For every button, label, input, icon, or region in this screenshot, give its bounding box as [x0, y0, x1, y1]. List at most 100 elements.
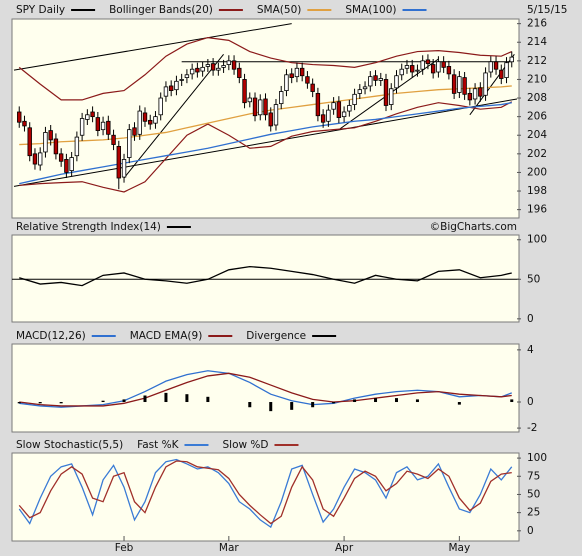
x-tick-label: Feb [115, 542, 134, 554]
candle-body [168, 85, 174, 92]
bar [332, 402, 336, 404]
y-tick-label: 100 [527, 234, 547, 246]
candle-body [310, 83, 315, 92]
candle-body [326, 109, 331, 122]
candle-body [430, 64, 436, 74]
y-tick-label: 206 [527, 111, 547, 123]
y-tick-label: 210 [527, 73, 547, 85]
candle-body [347, 105, 352, 112]
candle-body [415, 69, 420, 72]
bar [143, 395, 147, 403]
candle-body [362, 86, 368, 90]
bar [457, 402, 461, 405]
bar [290, 402, 294, 410]
candle-body [493, 61, 499, 70]
candle-body [299, 67, 305, 77]
legend-label: Relative Strength Index(14) [16, 221, 161, 233]
candle-body [488, 61, 494, 73]
candle-body [43, 132, 48, 153]
candle-body [58, 153, 64, 162]
y-tick-label: 50 [527, 488, 540, 500]
y-tick-label: 0 [527, 313, 534, 325]
candle-body [132, 127, 137, 136]
bar [353, 399, 357, 403]
line [19, 372, 512, 407]
candle-body [95, 117, 101, 131]
candle-body [289, 73, 294, 78]
candle-body [305, 76, 310, 84]
bar [59, 402, 63, 404]
y-tick-label: 202 [527, 148, 547, 160]
candle-body [184, 74, 190, 78]
y-tick-label: 75 [527, 470, 540, 482]
legend-label: SMA(50) [257, 4, 301, 16]
x-tick-label: Mar [219, 542, 239, 554]
bar [38, 402, 42, 404]
y-tick-label: 0 [527, 525, 534, 537]
candle-body [216, 67, 221, 71]
bar [374, 398, 378, 403]
candle-body [74, 136, 80, 157]
candle-body [394, 75, 399, 89]
candle-body [425, 59, 431, 65]
y-tick-label: 200 [527, 166, 547, 178]
band-lower [19, 101, 513, 193]
candle-body [247, 97, 252, 103]
candle-body [315, 92, 321, 117]
legend-label: SPY Daily [16, 4, 65, 16]
candle-body [116, 145, 121, 179]
y-tick-label: 208 [527, 92, 547, 104]
candle-body [231, 60, 237, 70]
candle-body [205, 64, 211, 67]
candle-body [252, 97, 258, 117]
candle-body [472, 88, 478, 100]
candle-body [17, 111, 22, 123]
bar [269, 402, 273, 412]
candle-body [404, 65, 410, 69]
candle-body [210, 63, 216, 71]
candle-body [368, 76, 373, 87]
candle-body [163, 86, 169, 97]
candle-body [478, 87, 483, 97]
candle-body [352, 93, 357, 105]
candle-body [483, 72, 488, 96]
candle-body [284, 74, 289, 92]
candle-body [273, 104, 279, 126]
candle-body [111, 134, 116, 145]
y-tick-label: 100 [527, 452, 547, 464]
candle-body [158, 97, 163, 116]
candle-body [441, 61, 446, 68]
band-upper [18, 36, 513, 101]
candle-body [263, 98, 268, 116]
bar [510, 399, 514, 403]
candle-body [451, 74, 457, 94]
line [18, 460, 512, 525]
trendline [13, 98, 518, 187]
plot-area [17, 370, 514, 412]
candle-body [142, 112, 148, 122]
legend-label: MACD(12,26) [16, 330, 86, 342]
y-tick-label: 212 [527, 55, 547, 67]
candle-body [237, 67, 242, 78]
line [19, 265, 512, 287]
candle-body [279, 91, 284, 105]
candle-body [509, 56, 514, 63]
candle-body [226, 60, 232, 65]
watermark: ©BigCharts.com [430, 221, 517, 233]
legend-label: MACD EMA(9) [130, 330, 203, 342]
bar [17, 402, 21, 404]
candle-body [336, 101, 342, 118]
candle-body [106, 120, 111, 135]
bar [311, 402, 315, 408]
candle-body [410, 65, 415, 73]
plot-area [12, 265, 519, 287]
candle-body [436, 61, 441, 73]
candle-body [373, 75, 378, 81]
legend-label: Slow %D [222, 439, 268, 451]
candle-body [189, 68, 195, 75]
bar [206, 396, 210, 403]
candle-body [341, 111, 347, 118]
panel [11, 452, 520, 542]
candle-body [121, 159, 127, 178]
